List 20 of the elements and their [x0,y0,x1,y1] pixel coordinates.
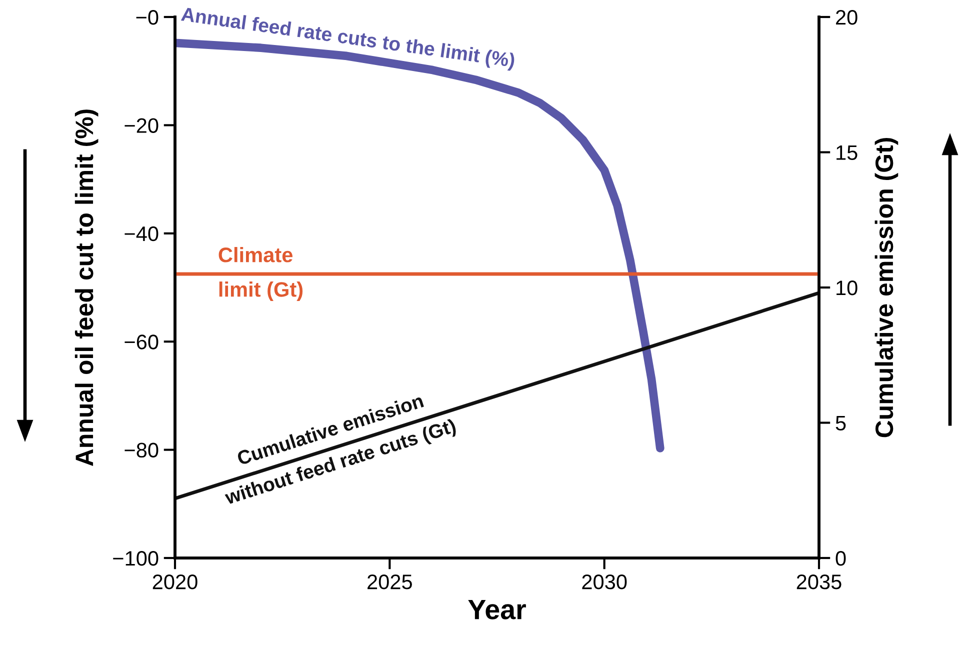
y2-tick-label: 20 [836,10,858,25]
x-tick-label: 2035 [796,574,842,590]
y-tick-label: −20 [124,118,158,133]
ref-line-label: Climate limit (Gt) [218,247,303,301]
y2-tick-label: 5 [836,416,846,431]
x-axis-title: Year [468,600,526,620]
y2-tick-label: 15 [836,145,858,160]
x-tick-label: 2020 [152,574,198,590]
y-tick-label: −40 [124,226,158,242]
y2-axis-title: Cumulative emission (Gt) [874,138,898,438]
y-tick-label: −80 [124,442,158,458]
text: Annual feed rate cuts to the limit (%) [180,6,516,72]
y2-tick-label: 0 [836,551,846,566]
y-axis-title: Annual oil feed cut to limit (%) [74,110,98,466]
y-tick-label: −100 [113,551,158,566]
x-tick-label: 2025 [368,574,412,590]
y2-tick-label: 10 [836,280,858,296]
x-tick-label: 2030 [582,574,627,590]
y-tick-label: −60 [124,334,158,350]
y-tick-label: −0 [136,10,158,25]
